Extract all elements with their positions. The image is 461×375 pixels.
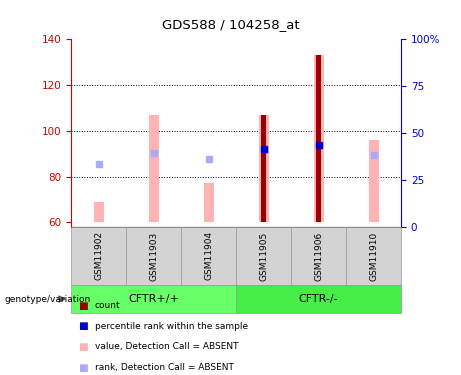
- Bar: [94, 202, 104, 222]
- Bar: [236, 227, 291, 285]
- Text: GDS588 / 104258_at: GDS588 / 104258_at: [162, 18, 299, 31]
- Bar: [314, 56, 324, 222]
- Text: value, Detection Call = ABSENT: value, Detection Call = ABSENT: [95, 342, 238, 351]
- Bar: [346, 227, 401, 285]
- Text: ■: ■: [78, 321, 88, 331]
- Text: ■: ■: [78, 342, 88, 352]
- Text: percentile rank within the sample: percentile rank within the sample: [95, 322, 248, 331]
- Text: CFTR-/-: CFTR-/-: [299, 294, 338, 304]
- Text: GSM11906: GSM11906: [314, 231, 323, 280]
- Bar: [126, 227, 181, 285]
- Text: rank, Detection Call = ABSENT: rank, Detection Call = ABSENT: [95, 363, 233, 372]
- Text: genotype/variation: genotype/variation: [5, 295, 91, 304]
- Text: ■: ■: [78, 363, 88, 372]
- Bar: [71, 227, 126, 285]
- Bar: [149, 115, 159, 222]
- Bar: [181, 227, 236, 285]
- Bar: [236, 285, 401, 313]
- Bar: [261, 115, 266, 222]
- Text: GSM11905: GSM11905: [259, 231, 268, 280]
- Bar: [71, 285, 236, 313]
- Bar: [316, 56, 321, 222]
- Text: CFTR+/+: CFTR+/+: [129, 294, 179, 304]
- Text: GSM11902: GSM11902: [95, 231, 103, 280]
- Text: GSM11910: GSM11910: [369, 231, 378, 280]
- Text: count: count: [95, 301, 120, 310]
- Text: GSM11903: GSM11903: [149, 231, 159, 280]
- Bar: [259, 115, 269, 222]
- Text: ■: ■: [78, 301, 88, 310]
- Bar: [291, 227, 346, 285]
- Text: GSM11904: GSM11904: [204, 231, 213, 280]
- Bar: [369, 140, 378, 222]
- Bar: [204, 183, 214, 222]
